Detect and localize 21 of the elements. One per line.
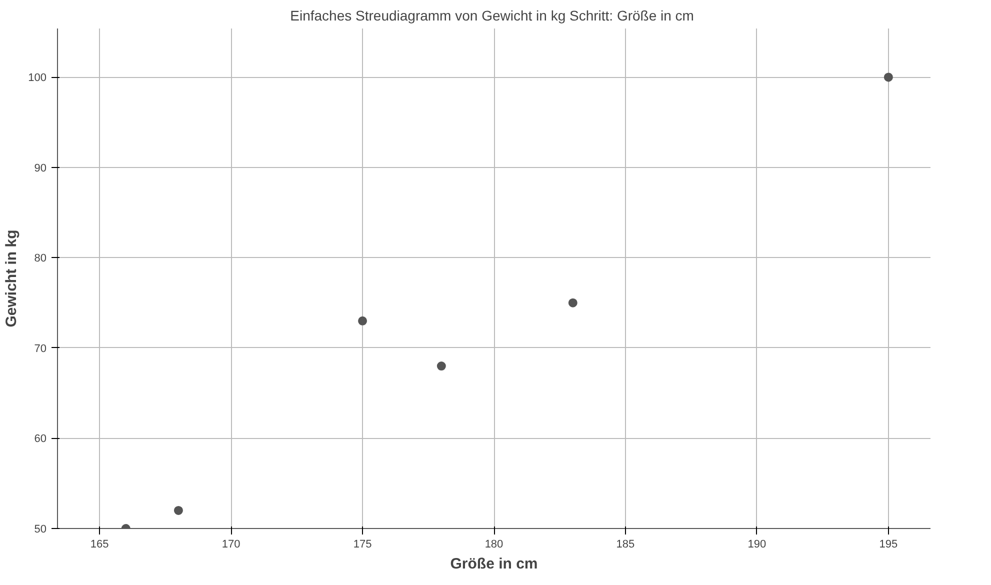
x-tick-label: 195 <box>879 538 898 550</box>
y-axis-title: Gewicht in kg <box>3 230 20 328</box>
x-tick-label: 165 <box>90 538 109 550</box>
x-tick-label: 180 <box>484 538 504 550</box>
y-tick-label: 80 <box>34 252 47 265</box>
y-tick-label: 60 <box>34 433 47 446</box>
x-tick-label: 170 <box>222 538 240 550</box>
x-axis-title: Größe in cm <box>450 556 538 572</box>
chart-title: Einfaches Streudiagramm von Gewicht in kg Schritt: Größe in cm <box>290 8 694 24</box>
y-tick-label: 90 <box>34 162 47 174</box>
point <box>174 506 183 515</box>
y-tick-label: 50 <box>34 524 47 536</box>
point <box>568 298 578 308</box>
x-tick-label: 190 <box>748 538 766 550</box>
x-tick-label: 175 <box>353 538 372 550</box>
point <box>436 362 446 371</box>
point <box>884 72 893 82</box>
point <box>358 316 368 326</box>
y-tick-label: 100 <box>28 72 47 84</box>
y-tick-label: 70 <box>34 342 47 355</box>
x-tick-label: 185 <box>616 538 635 550</box>
